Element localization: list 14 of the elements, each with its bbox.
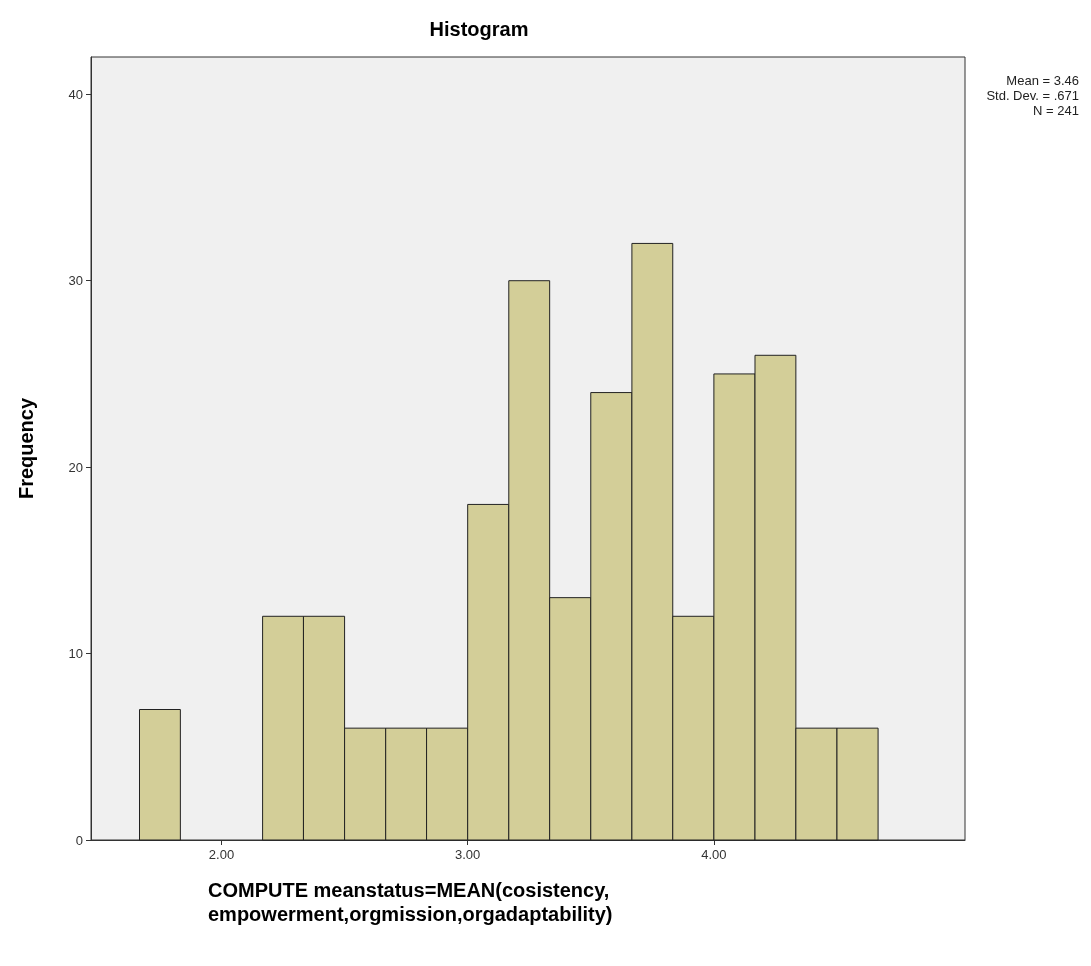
y-tick-label: 40 bbox=[68, 86, 83, 102]
text: Std. Dev. = .671 bbox=[986, 88, 1080, 103]
text: N = 241 bbox=[1033, 103, 1080, 118]
chart-title: Histogram bbox=[429, 18, 529, 40]
y-tick-label: 20 bbox=[68, 459, 83, 475]
x-tick-label: 2.00 bbox=[208, 847, 235, 862]
x-tick-label: 4.00 bbox=[701, 847, 727, 862]
text: Mean = 3.46 bbox=[1006, 73, 1079, 88]
x-tick-label: 3.00 bbox=[455, 847, 481, 862]
x-axis-title: COMPUTE meanstatus=MEAN(cosistency, empowerment,orgmission,orgadaptability) bbox=[208, 879, 615, 925]
y-axis-title: Frequency bbox=[15, 397, 37, 500]
y-tick-label: 10 bbox=[68, 646, 83, 662]
y-tick-label: 30 bbox=[68, 273, 83, 289]
y-tick-label: 0 bbox=[75, 832, 83, 848]
